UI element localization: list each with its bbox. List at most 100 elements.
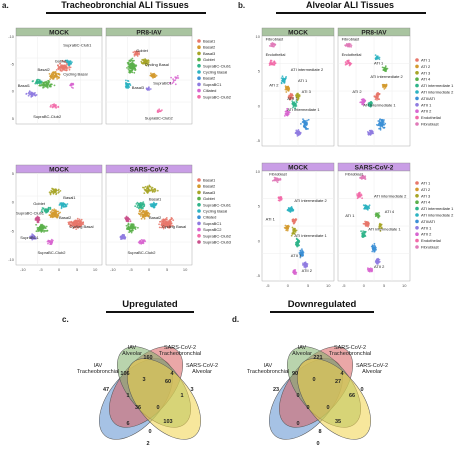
cell-point [172, 219, 175, 222]
venn-region-count: 0 [326, 405, 329, 411]
legend-label: ATI 2 [421, 187, 431, 192]
cell-point [126, 79, 129, 82]
cell-point [55, 104, 57, 106]
venn-region-count: 0 [360, 387, 363, 393]
cell-point [50, 189, 53, 192]
facet-strip-label: MOCK [49, 30, 69, 37]
cluster-label: Cycling Basal [145, 62, 169, 67]
cluster-label: Basal3 [132, 85, 145, 90]
cell-point [291, 103, 294, 105]
cell-point [367, 205, 370, 208]
legend-swatch [197, 234, 201, 238]
cell-point [269, 61, 272, 63]
cell-point [349, 63, 352, 66]
legend-label: Ciliated [203, 88, 216, 93]
legend-label: SupraBC2 [203, 227, 222, 232]
cell-point [131, 63, 134, 66]
cell-point [285, 91, 288, 93]
cell-point [130, 58, 133, 61]
cluster-label: SupraBC-Club2 [38, 250, 67, 255]
cell-point [366, 206, 368, 209]
cell-point [30, 235, 33, 238]
cell-point [67, 221, 70, 224]
cell-point [382, 121, 385, 124]
cell-point [170, 76, 173, 79]
cell-point [56, 76, 58, 78]
cell-point [128, 231, 131, 234]
cell-point [75, 224, 78, 227]
cell-point [53, 84, 56, 87]
cell-point [152, 76, 155, 78]
cell-point [138, 53, 141, 56]
cell-point [152, 204, 154, 206]
cell-point [145, 64, 148, 67]
legend-label: ATII 2 [421, 109, 432, 114]
cell-point [140, 242, 142, 245]
cell-point [287, 209, 289, 212]
cell-point [131, 59, 134, 62]
cell-point [360, 98, 363, 101]
cell-point [141, 213, 143, 216]
cluster-label: Goblet [55, 58, 68, 63]
x-tick-label: 10 [183, 267, 188, 272]
cell-point [145, 214, 147, 217]
cell-point [48, 73, 51, 75]
cell-point [371, 269, 373, 272]
cell-point [364, 178, 366, 180]
cell-point [49, 193, 52, 196]
cell-point [271, 45, 274, 48]
cell-point [79, 219, 82, 222]
cell-point [374, 98, 377, 101]
cell-point [77, 224, 80, 227]
legend-label: ATI 3 [421, 193, 431, 198]
cell-point [42, 81, 45, 84]
legend-label: Fibroblast [421, 122, 439, 127]
legend-swatch [415, 83, 419, 88]
legend-swatch [415, 181, 419, 185]
legend-label: ATI intermediate 1 [421, 83, 454, 88]
cell-point [40, 229, 43, 232]
cell-point [33, 236, 35, 239]
cell-point [269, 45, 272, 47]
y-tick-label: 0 [258, 103, 261, 108]
cell-point [384, 67, 386, 70]
cell-point [78, 219, 80, 222]
cell-point [134, 65, 136, 67]
cell-point [53, 103, 56, 105]
panel-c-letter: c. [62, 315, 69, 324]
cell-point [344, 61, 347, 64]
cell-point [35, 237, 37, 239]
venn-set-label: Tracheobronchial [77, 369, 119, 375]
cell-point [58, 204, 61, 206]
cell-point [384, 122, 387, 125]
legend-label: ATI 2 [421, 64, 431, 69]
cell-point [370, 132, 373, 135]
cell-point [284, 85, 287, 88]
legend-label: ATI intermediate 2 [421, 90, 454, 95]
cell-point [379, 127, 382, 130]
cluster-label: Basal1 [63, 195, 76, 200]
cell-point [52, 75, 54, 78]
cell-point [372, 132, 375, 135]
cell-point [378, 120, 381, 123]
cell-point [295, 238, 298, 241]
cell-point [378, 93, 381, 95]
legend-swatch [415, 200, 419, 204]
venn-region-count: 36 [135, 405, 141, 411]
cell-point [365, 221, 368, 223]
cell-point [166, 225, 169, 228]
y-tick-label: -5 [10, 228, 14, 233]
legend-label: ATII 2 [421, 232, 432, 237]
cell-point [60, 202, 63, 205]
cell-point [132, 67, 135, 70]
y-tick-label: -10 [8, 257, 15, 262]
cell-point [359, 176, 361, 179]
cell-point [169, 218, 172, 221]
cell-point [34, 92, 36, 94]
cell-point [276, 181, 279, 184]
cell-point [167, 222, 170, 224]
cell-point [128, 82, 131, 85]
cell-point [268, 64, 271, 66]
cell-point [147, 89, 150, 91]
